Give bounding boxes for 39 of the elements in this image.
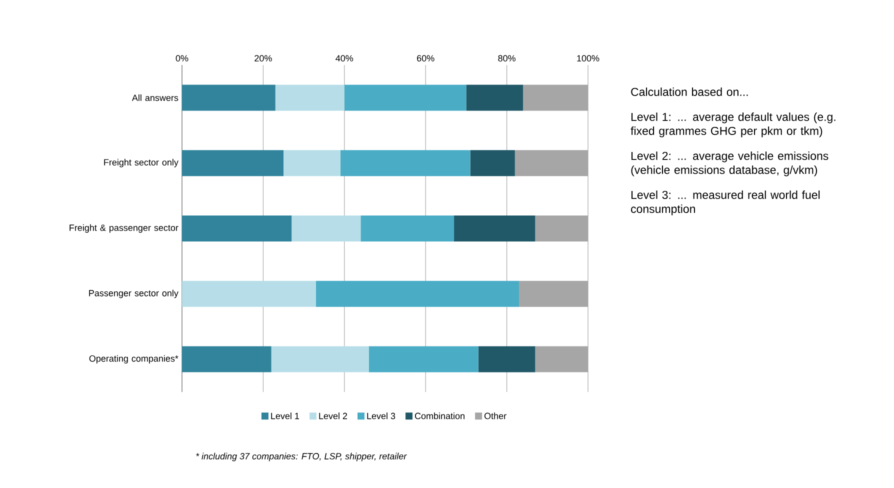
bar bbox=[182, 216, 292, 242]
bar bbox=[478, 346, 536, 372]
bar bbox=[454, 216, 536, 242]
legend-label: Level 3 bbox=[367, 412, 396, 420]
bar bbox=[182, 346, 272, 372]
x-tick-label: 80% bbox=[498, 55, 516, 62]
y-tick-label: Freight & passenger sector bbox=[70, 224, 178, 233]
text: Level 3: ... measured real world fuel consumption bbox=[631, 190, 820, 216]
x-tick-label: 0% bbox=[176, 55, 188, 62]
text: Level 2: ... average vehicle emissions (vehicle emissions database, g/vkm) bbox=[631, 152, 828, 176]
text: Level 1: ... average default values (e.g. fixed grammes GHG per pkm or tkm) bbox=[630, 112, 836, 138]
x-tick-label: 60% bbox=[417, 55, 434, 62]
bar bbox=[340, 150, 470, 176]
bar bbox=[275, 84, 344, 111]
bar bbox=[292, 216, 361, 242]
legend-label: Level 1 bbox=[271, 412, 300, 420]
x-tick-label: 100% bbox=[577, 55, 600, 62]
bar bbox=[316, 280, 519, 307]
bar bbox=[344, 84, 466, 111]
x-tick-label: 40% bbox=[336, 55, 354, 62]
bar bbox=[470, 150, 515, 176]
bar bbox=[284, 150, 340, 176]
text: * including 37 companies: FTO, LSP, shipper, retailer bbox=[196, 452, 407, 462]
y-tick-label: All answers bbox=[132, 94, 178, 102]
bar bbox=[182, 84, 276, 111]
legend-label: Level 2 bbox=[319, 412, 348, 420]
bar bbox=[360, 216, 454, 242]
bar bbox=[271, 346, 369, 372]
legend-label: Combination bbox=[414, 412, 464, 420]
x-tick-label: 20% bbox=[254, 55, 272, 62]
legend-label: Other bbox=[484, 412, 506, 420]
bar bbox=[368, 346, 478, 372]
bar bbox=[182, 280, 316, 307]
y-tick-label: Operating companies* bbox=[89, 355, 178, 364]
y-tick-label: Passenger sector only bbox=[89, 290, 178, 298]
bar bbox=[182, 150, 284, 176]
y-tick-label: Freight sector only bbox=[104, 158, 178, 168]
text: Calculation based on... bbox=[631, 88, 748, 96]
bar bbox=[466, 84, 524, 111]
